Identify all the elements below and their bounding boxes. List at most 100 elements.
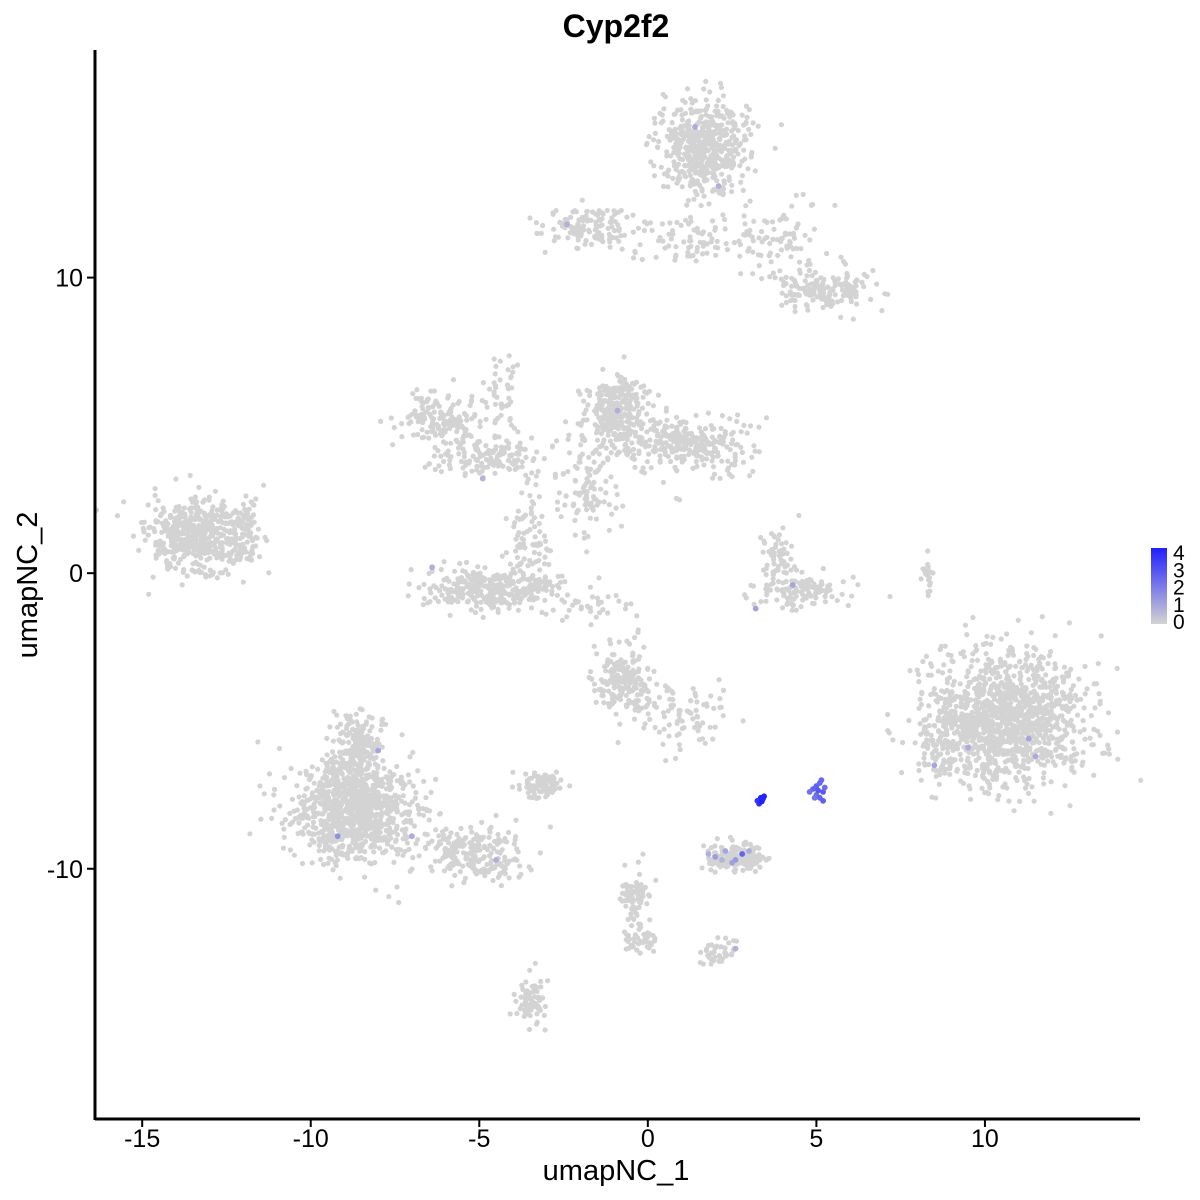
cell-point (1048, 810, 1054, 816)
cell-point (998, 701, 1004, 708)
cell-point (537, 567, 543, 573)
cell-point (451, 581, 457, 587)
cell-point (760, 549, 766, 555)
cell-point (683, 419, 689, 426)
cell-point (849, 284, 855, 290)
cell-point (992, 708, 998, 714)
cell-point (650, 403, 656, 409)
cell-point (579, 214, 586, 220)
cell-point (931, 767, 937, 773)
cell-point (821, 276, 827, 282)
cell-point (1043, 726, 1049, 732)
cell-point (532, 534, 538, 540)
cell-point (509, 784, 516, 790)
cell-point (972, 685, 978, 692)
cell-point (605, 225, 611, 231)
cell-point (1021, 757, 1027, 763)
cell-point (537, 529, 543, 535)
cell-point (1010, 652, 1017, 658)
cell-point (1045, 758, 1051, 764)
cell-point (230, 522, 236, 528)
cell-point (1020, 761, 1026, 767)
cell-point (1031, 652, 1037, 659)
cell-point (195, 545, 201, 551)
cell-point (632, 464, 638, 470)
cell-point (838, 254, 844, 260)
cell-point (1106, 751, 1112, 757)
cell-point (201, 497, 208, 503)
cell-point (704, 160, 710, 167)
cell-point (587, 584, 594, 590)
cell-point (526, 794, 532, 800)
cell-point (209, 508, 215, 514)
cell-point (847, 293, 854, 299)
cell-point (667, 220, 673, 226)
cell-point (414, 413, 421, 419)
cell-point (674, 720, 680, 727)
cell-point (772, 145, 778, 151)
cell-point (518, 590, 524, 596)
cell-point (146, 525, 152, 531)
cell-point (1097, 698, 1103, 704)
cell-point (584, 417, 590, 423)
cell-point (1046, 653, 1052, 659)
cell-point (505, 583, 511, 589)
cell-point (1106, 746, 1112, 752)
cell-point (192, 505, 198, 511)
cell-point (922, 751, 928, 757)
cell-point (550, 443, 556, 449)
cell-point (1034, 664, 1040, 670)
cell-point (783, 299, 790, 306)
cell-point (965, 698, 971, 705)
cell-point (922, 725, 928, 731)
cell-point (455, 599, 461, 605)
cell-point (419, 427, 425, 433)
cell-point (841, 281, 847, 287)
cell-point (1025, 759, 1031, 765)
cell-point (483, 583, 489, 589)
cell-point (605, 457, 611, 463)
cell-point (712, 186, 718, 192)
cell-point (694, 192, 700, 198)
cell-point (988, 712, 995, 718)
cell-point (523, 771, 529, 777)
cell-point (705, 141, 711, 147)
cell-point (682, 425, 688, 431)
cell-point (752, 168, 758, 174)
cell-point (533, 559, 539, 565)
cell-point (614, 491, 620, 498)
cell-point (176, 516, 182, 522)
cell-point (477, 418, 483, 425)
cell-point (447, 425, 453, 431)
cell-point (1081, 705, 1087, 711)
cell-point (534, 582, 540, 588)
cell-point (594, 427, 601, 433)
cell-point (969, 658, 975, 664)
cell-point (1012, 747, 1018, 753)
cell-point (916, 767, 922, 774)
cell-point (763, 572, 769, 578)
cell-point (607, 239, 613, 245)
cell-point (631, 699, 637, 705)
cell-point (511, 524, 517, 530)
cell-point (983, 640, 989, 646)
cell-point (1071, 728, 1077, 734)
cell-point (445, 395, 451, 401)
cell-point (204, 514, 210, 521)
cell-point (1010, 753, 1016, 759)
cell-point (1020, 751, 1026, 757)
cell-point (987, 760, 993, 766)
cell-point (497, 452, 503, 458)
cell-point (1041, 706, 1047, 712)
cell-point (587, 217, 593, 223)
cell-point (511, 600, 517, 606)
cell-point (729, 189, 735, 195)
cell-point (644, 695, 650, 702)
cell-point (426, 570, 432, 577)
cell-point (861, 271, 867, 277)
cell-point (964, 713, 970, 720)
cell-point (987, 660, 993, 667)
cell-point (832, 202, 838, 208)
cell-point (587, 392, 593, 399)
cell-point (582, 241, 588, 247)
